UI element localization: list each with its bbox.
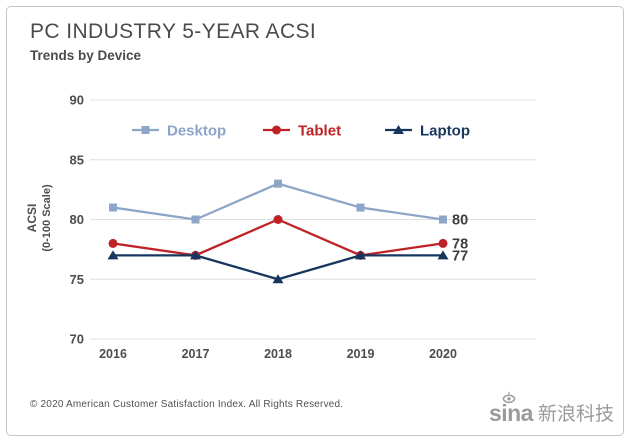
chart-subtitle: Trends by Device	[30, 48, 142, 63]
legend-marker-laptop	[393, 125, 404, 134]
sina-logo-cn-text: 新浪科技	[537, 404, 614, 426]
y-axis-label: ACSI	[25, 204, 39, 233]
y-tick-label: 75	[70, 272, 84, 287]
y-axis-sublabel: (0-100 Scale)	[41, 184, 53, 252]
legend-marker-desktop	[141, 126, 150, 134]
y-tick-label: 90	[70, 93, 84, 108]
data-point-desktop-2018	[274, 179, 282, 188]
sina-logo: sina	[488, 391, 534, 426]
sina-eye-icon	[502, 391, 516, 404]
y-tick-label: 80	[70, 212, 84, 227]
data-point-desktop-2019	[356, 203, 365, 212]
data-point-desktop-2020	[439, 215, 447, 224]
data-point-desktop-2017	[191, 215, 200, 224]
series-line-desktop	[112, 182, 444, 221]
end-label-tablet: 78	[452, 236, 468, 252]
legend-label-laptop: Laptop	[420, 123, 470, 140]
line-chart: 70 75 80 85 90 ACSI (0-100 Scale) 2016 2017 2018 2…	[25, 93, 536, 361]
end-label-laptop: 77	[452, 248, 468, 264]
y-tick-label: 85	[70, 152, 84, 167]
legend-marker-tablet	[272, 125, 281, 135]
x-tick-label: 2019	[347, 347, 375, 361]
x-tick-label: 2017	[182, 347, 210, 361]
legend-label-tablet: Tablet	[298, 123, 341, 140]
data-point-tablet-2016	[108, 238, 118, 248]
chart-title: PC INDUSTRY 5-YEAR ACSI	[30, 20, 317, 43]
data-point-tablet-2018	[273, 215, 283, 224]
data-point-laptop-2016	[107, 250, 119, 260]
data-point-tablet-2020	[438, 238, 448, 248]
legend-label-desktop: Desktop	[167, 123, 226, 140]
data-point-laptop-2018	[272, 274, 284, 284]
sina-logo-text: sina	[488, 400, 534, 426]
copyright-text: © 2020 American Customer Satisfaction In…	[30, 399, 344, 410]
x-tick-label: 2016	[99, 347, 127, 361]
data-point-laptop-2019	[355, 250, 366, 260]
sina-watermark: sina 新浪科技	[488, 391, 614, 426]
x-tick-label: 2018	[264, 347, 292, 361]
y-tick-label: 70	[70, 332, 84, 347]
data-point-desktop-2016	[109, 203, 117, 212]
data-point-laptop-2017	[190, 250, 201, 260]
series-line-tablet	[112, 218, 444, 257]
data-point-laptop-2020	[437, 250, 449, 260]
end-label-desktop: 80	[452, 213, 468, 229]
x-tick-label: 2020	[429, 347, 457, 361]
